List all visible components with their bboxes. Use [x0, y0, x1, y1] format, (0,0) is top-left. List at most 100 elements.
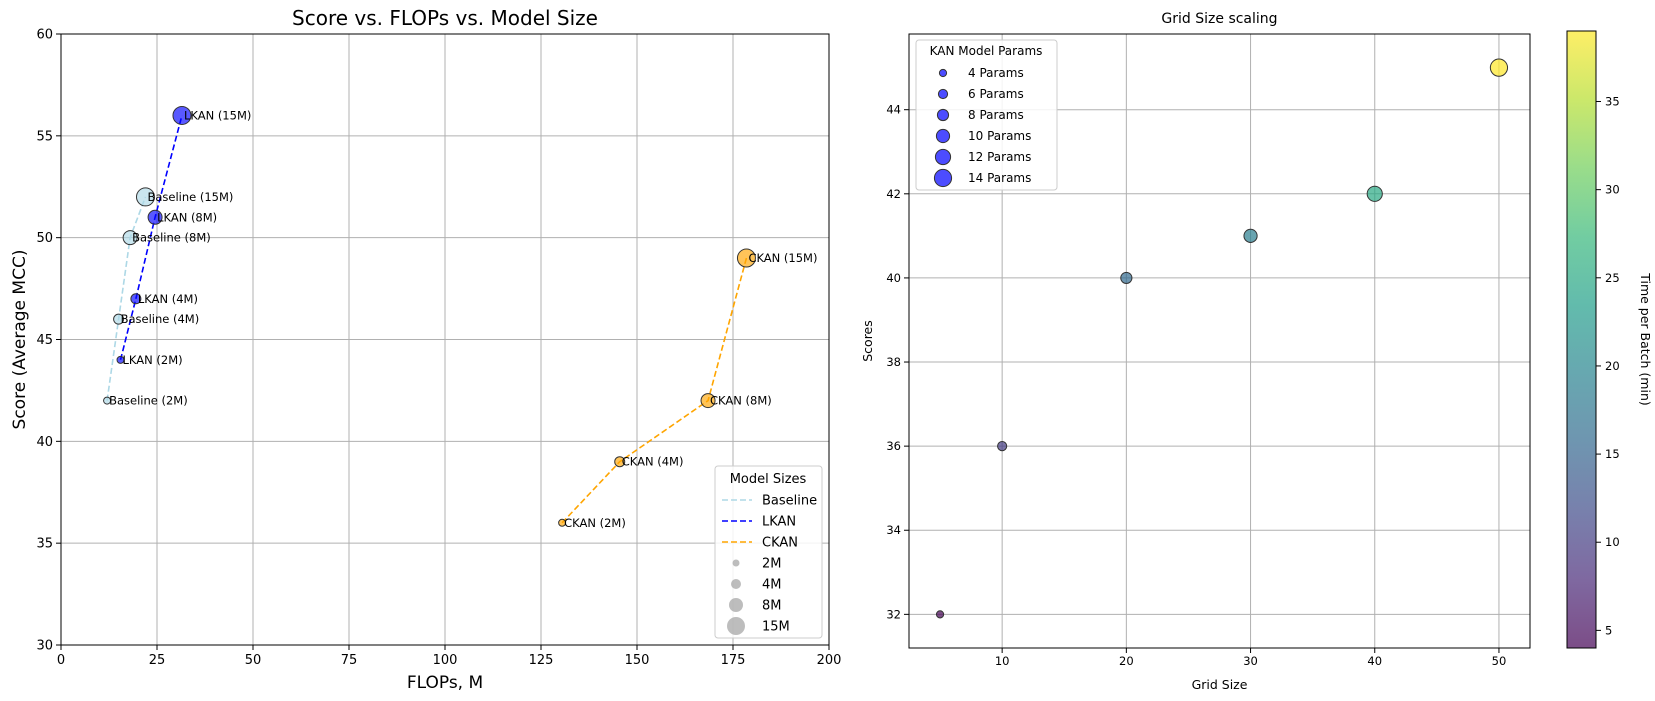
x-tick-label: 125 [529, 653, 554, 668]
legend-label: 12 Params [968, 150, 1031, 164]
colorbar-label: Time per Batch (min) [1638, 272, 1653, 406]
chart-grid-size-scaling: 10 20 30 40 50 32 34 36 38 40 42 44 Grid Size scalin… [860, 11, 1653, 692]
plot-frame [60, 33, 830, 646]
y-tick-label: 50 [36, 231, 53, 246]
legend-label: Baseline [762, 494, 817, 509]
x-tick-label: 40 [1367, 654, 1382, 668]
data-label: CKAN (2M) [564, 516, 626, 530]
data-point-baseline [103, 396, 112, 405]
data-point-baseline [122, 230, 138, 246]
x-tick-label: 25 [149, 653, 166, 668]
legend-marker [938, 68, 948, 78]
data-label: Baseline (8M) [132, 231, 211, 245]
data-point-ckan [614, 456, 626, 468]
data-point-ckan [736, 248, 756, 268]
y-tick-label: 44 [886, 103, 901, 117]
x-tick-label: 30 [1243, 654, 1258, 668]
legend-marker [936, 108, 950, 122]
data-point [1243, 228, 1258, 243]
colorbar-tick-label: 5 [1605, 623, 1612, 637]
data-label: LKAN (8M) [157, 210, 217, 224]
data-label: LKAN (4M) [138, 292, 198, 306]
y-tick-label: 40 [36, 435, 53, 450]
colorbar-tick-label: 30 [1605, 183, 1620, 197]
data-label: CKAN (15M) [748, 251, 817, 265]
legend-title: Model Sizes [730, 472, 807, 487]
chart-title: Grid Size scaling [1161, 11, 1277, 27]
x-tick-label: 75 [341, 653, 358, 668]
colorbar-tick-label: 25 [1605, 271, 1620, 285]
series-line-ckan [561, 257, 748, 524]
legend-label: CKAN [762, 536, 798, 551]
data-point-baseline [113, 313, 125, 325]
x-axis-label: Grid Size [1192, 677, 1248, 692]
series-line-baseline [106, 196, 147, 401]
legend: Model Sizes Baseline LKAN CKAN 2M 4M 8M 15M [714, 465, 823, 639]
data-point-lkan [172, 105, 192, 125]
x-axis-label: FLOPs, M [407, 673, 483, 693]
series-line-lkan [119, 115, 183, 361]
legend-size-marker [729, 598, 743, 612]
data-point-lkan [130, 293, 142, 305]
legend-size-marker [732, 559, 740, 567]
legend-label: LKAN [762, 515, 796, 530]
data-label: LKAN (15M) [184, 108, 251, 122]
colorbar-tick-label: 15 [1605, 447, 1620, 461]
data-point-lkan [116, 355, 125, 364]
y-tick-label: 38 [886, 355, 901, 369]
legend-label: 15M [762, 620, 790, 635]
colorbar-tick-label: 20 [1605, 359, 1620, 373]
legend-label: 6 Params [968, 87, 1024, 101]
data-label: LKAN (2M) [123, 353, 183, 367]
chart-score-vs-flops: 0 25 50 75 100 125 150 175 200 30 35 40 45 50 55 60 Base… [10, 6, 841, 693]
legend-marker [934, 148, 952, 166]
legend-label: 2M [762, 557, 782, 572]
data-label: Baseline (4M) [121, 312, 200, 326]
legend-marker [933, 168, 953, 188]
y-tick-label: 42 [886, 187, 901, 201]
y-tick-label: 55 [36, 129, 53, 144]
data-point [1120, 271, 1133, 285]
plot-frame [908, 33, 1531, 649]
y-tick-label: 30 [36, 639, 53, 654]
legend-label: 8M [762, 599, 782, 614]
legend-size-marker [727, 617, 745, 635]
x-tick-label: 50 [245, 653, 262, 668]
data-point [1366, 185, 1383, 202]
data-point [997, 441, 1008, 452]
legend-label: 4 Params [968, 66, 1024, 80]
x-tick-label: 200 [817, 653, 842, 668]
colorbar [1566, 30, 1597, 649]
legend-box [714, 465, 823, 639]
y-tick-label: 45 [36, 333, 53, 348]
legend-marker [935, 128, 951, 144]
data-point-baseline [135, 187, 155, 207]
x-tick-label: 150 [625, 653, 650, 668]
legend: KAN Model Params 4 Params 6 Params 8 Params… [915, 39, 1058, 191]
x-tick-label: 100 [433, 653, 458, 668]
legend-box [915, 39, 1058, 191]
data-label: Baseline (2M) [109, 394, 188, 408]
data-point-ckan [558, 518, 567, 527]
y-tick-label: 34 [886, 523, 901, 537]
legend-label: 4M [762, 578, 782, 593]
y-tick-label: 35 [36, 537, 53, 552]
legend-title: KAN Model Params [930, 44, 1043, 58]
legend-size-marker [731, 579, 741, 589]
data-point-ckan [700, 393, 716, 409]
legend-marker [937, 88, 949, 100]
legend-label: 10 Params [968, 129, 1031, 143]
legend-label: 14 Params [968, 171, 1031, 185]
legend-label: 8 Params [968, 108, 1024, 122]
y-axis-label: Scores [860, 320, 875, 362]
data-point [935, 610, 945, 619]
x-tick-label: 20 [1119, 654, 1134, 668]
data-point-lkan [147, 209, 163, 225]
colorbar-tick-label: 10 [1605, 535, 1620, 549]
y-tick-label: 60 [36, 28, 53, 43]
x-tick-label: 10 [995, 654, 1010, 668]
y-axis-label: Score (Average MCC) [10, 250, 30, 430]
data-label: Baseline (15M) [147, 190, 233, 204]
y-tick-label: 40 [886, 271, 901, 285]
